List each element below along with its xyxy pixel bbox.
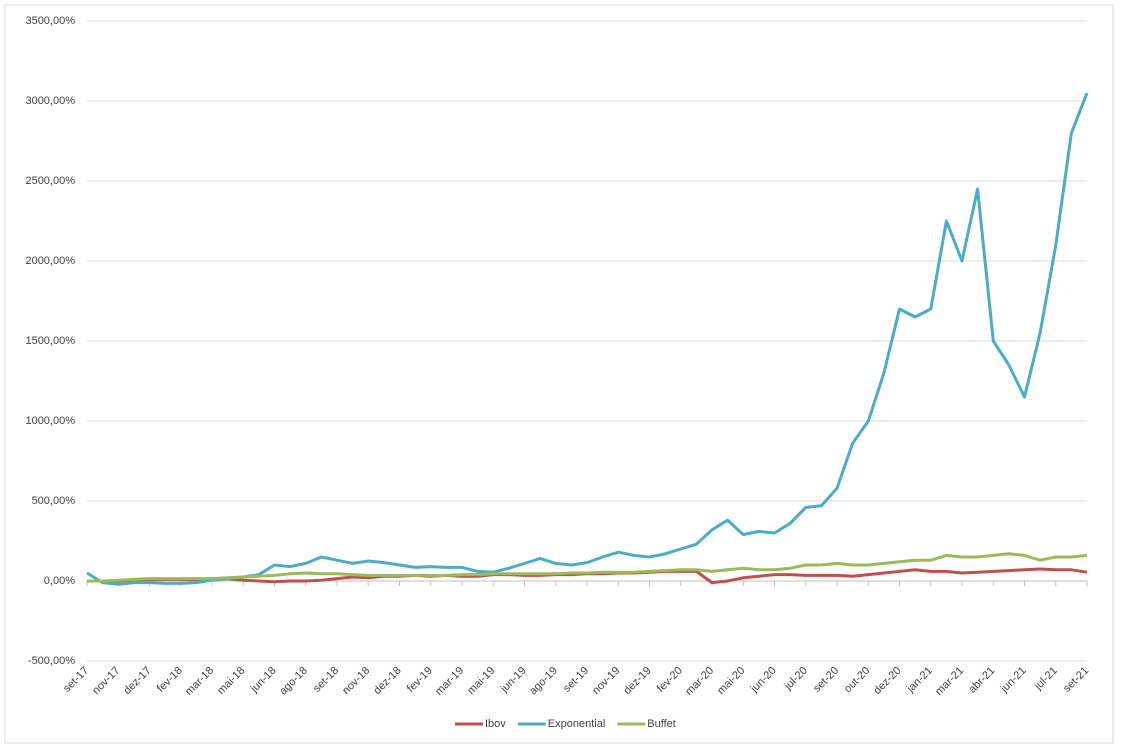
y-tick-label: 3500,00% [25,15,75,27]
legend-label: Buffet [647,718,676,730]
line-series [87,552,1088,583]
legend-label: Exponential [548,718,606,730]
y-tick-label: 1000,00% [25,415,75,427]
y-tick-label: 0,00% [44,575,75,587]
y-tick-label: 3000,00% [25,95,75,107]
legend-label: Ibov [485,718,506,730]
y-tick-label: 500,00% [32,495,76,507]
chart-frame [4,4,1114,744]
legend: Ibov Exponential Buffet [455,718,676,730]
y-tick-label: -500,00% [28,655,75,667]
y-tick-label: 2500,00% [25,175,75,187]
y-tick-label: 2000,00% [25,255,75,267]
y-tick-label: 1500,00% [25,335,75,347]
